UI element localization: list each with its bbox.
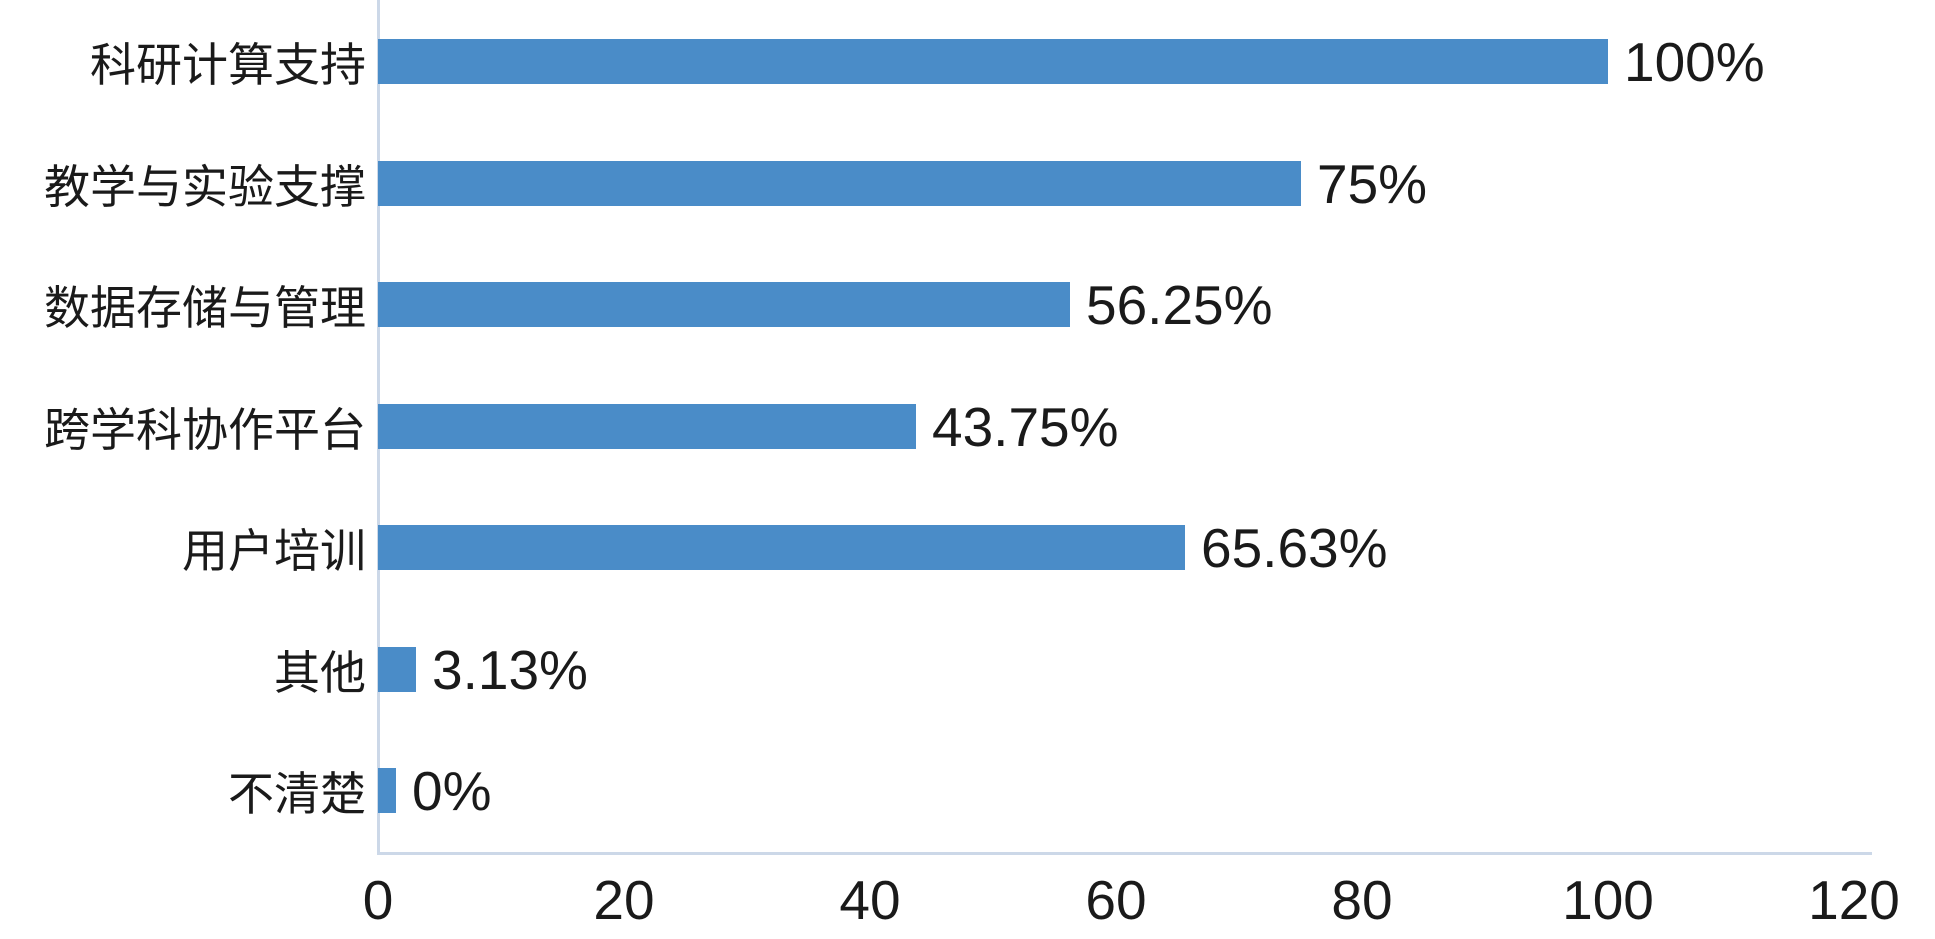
value-label: 56.25% (1086, 273, 1273, 336)
value-label: 75% (1317, 152, 1428, 215)
category-label: 其他 (274, 646, 366, 699)
bar (378, 39, 1608, 84)
category-label: 科研计算支持 (90, 38, 366, 91)
bar (378, 647, 416, 692)
category-label: 跨学科协作平台 (44, 403, 366, 456)
category-label: 不清楚 (228, 767, 366, 820)
value-label: 100% (1624, 30, 1765, 93)
value-label: 43.75% (932, 395, 1119, 458)
x-tick-label: 0 (362, 869, 394, 931)
bar (378, 161, 1301, 206)
value-label: 65.63% (1201, 516, 1388, 579)
value-label: 0% (412, 759, 492, 822)
x-tick-label: 120 (1808, 869, 1900, 931)
category-label: 教学与实验支撑 (44, 160, 366, 213)
category-label: 数据存储与管理 (44, 281, 366, 334)
category-label: 用户培训 (182, 524, 366, 577)
x-tick-label: 80 (1331, 869, 1393, 931)
bar (378, 282, 1070, 327)
bar (378, 404, 916, 449)
value-label: 3.13% (432, 638, 588, 701)
x-axis-line (377, 852, 1872, 855)
bar (378, 525, 1185, 570)
bar (378, 768, 396, 813)
x-tick-label: 40 (839, 869, 901, 931)
x-tick-label: 60 (1085, 869, 1147, 931)
x-tick-label: 100 (1562, 869, 1654, 931)
x-tick-label: 20 (593, 869, 655, 931)
